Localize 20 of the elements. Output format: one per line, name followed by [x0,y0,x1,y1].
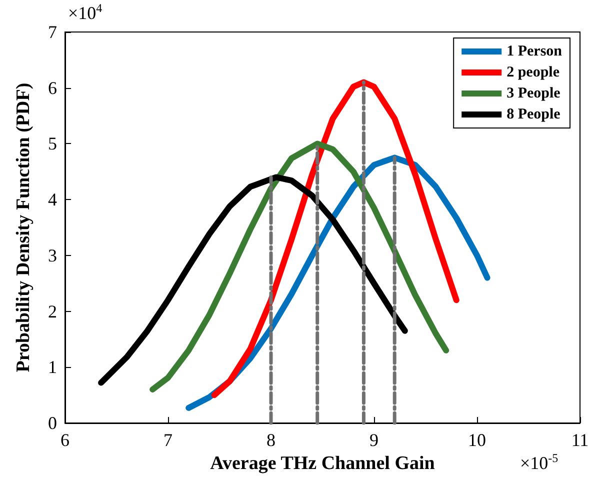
x-tick-label: 9 [370,430,378,450]
y-tick-label: 0 [48,413,57,433]
y-tick-label: 3 [48,245,57,266]
y-tick-label: 4 [48,190,57,210]
x-tick-label: 7 [164,430,172,450]
y-axis-title: Probability Density Function (PDF) [13,82,34,372]
legend-label: 8 People [506,106,561,122]
y-tick-label: 2 [48,301,57,322]
y-tick-label: 6 [48,78,57,98]
y-tick-label: 5 [48,134,57,154]
x-tick-label: 6 [60,430,70,450]
legend-label: 3 People [506,86,561,102]
y-tick-label: 1 [48,357,57,378]
x-tick-label: 10 [468,430,486,450]
legend-label: 1 Person [506,44,563,60]
y-tick-label: 7 [48,22,57,42]
x-axis-title: Average THz Channel Gain [210,452,436,474]
x-tick-label: 11 [571,430,589,450]
legend-label: 2 people [506,64,560,80]
x-tick-label: 8 [266,430,276,450]
